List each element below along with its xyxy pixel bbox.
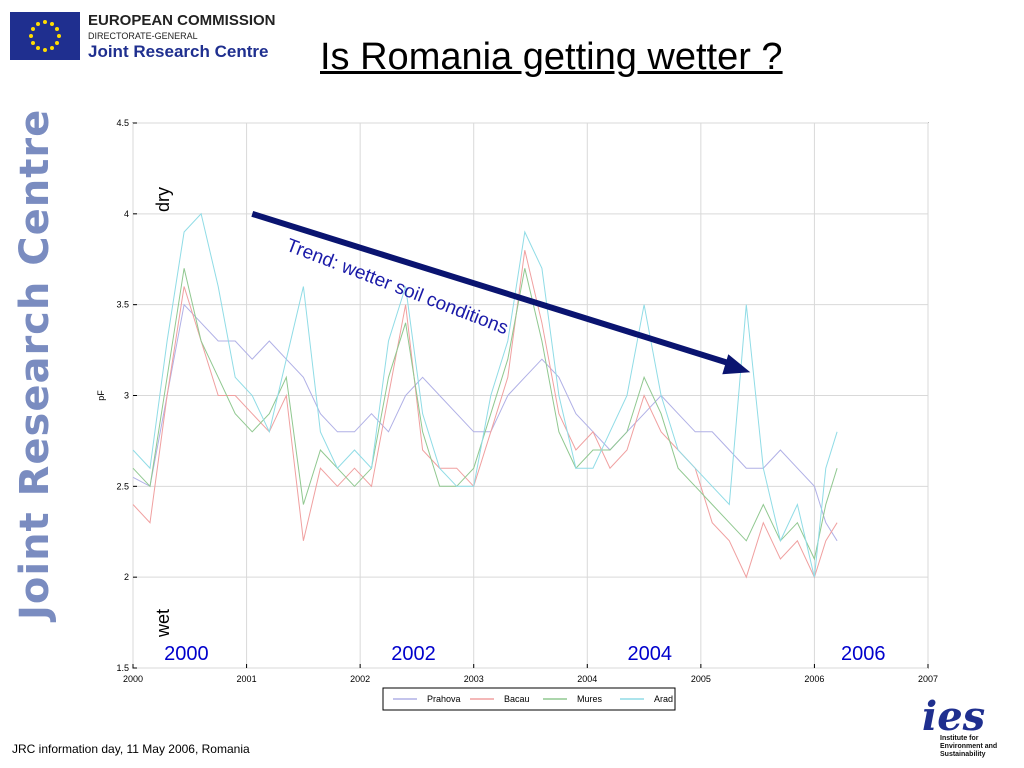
year-label: 2006 xyxy=(841,643,886,665)
trend-arrow-shaft xyxy=(251,210,734,368)
year-label: 2002 xyxy=(391,643,436,665)
wet-label: wet xyxy=(153,609,173,638)
x-tick-label: 2003 xyxy=(464,674,484,684)
legend-label: Prahova xyxy=(427,694,461,704)
y-tick-label: 1.5 xyxy=(116,663,129,673)
org-unit: Joint Research Centre xyxy=(88,42,269,61)
x-tick-label: 2005 xyxy=(691,674,711,684)
legend-label: Arad xyxy=(654,694,673,704)
eu-flag-icon xyxy=(10,12,80,60)
european-commission-logo: EUROPEAN COMMISSION DIRECTORATE-GENERAL … xyxy=(10,10,282,66)
year-label: 2004 xyxy=(628,643,673,665)
org-name: EUROPEAN COMMISSION xyxy=(88,12,276,29)
chart-legend: Prahova Bacau Mures Arad xyxy=(382,687,676,711)
footer-text: JRC information day, 11 May 2006, Romani… xyxy=(12,742,250,756)
y-tick-label: 2 xyxy=(124,572,129,582)
org-directorate: DIRECTORATE-GENERAL xyxy=(88,31,198,41)
trend-arrow-head xyxy=(722,354,751,375)
chart-series xyxy=(132,212,838,579)
ies-text: Institute for Environment and Sustainabi… xyxy=(940,735,998,758)
legend-label: Mures xyxy=(577,694,603,704)
x-tick-label: 2001 xyxy=(237,674,257,684)
y-tick-label: 3 xyxy=(124,391,129,401)
ies-mark: ies xyxy=(922,693,986,740)
y-axis-label: pF xyxy=(96,390,106,401)
dry-label: dry xyxy=(153,187,173,212)
y-tick-label: 2.5 xyxy=(116,481,129,491)
chart-axes: 2000 2001 2002 2003 2004 2005 2006 2007 1.5 2 2.5 3… xyxy=(96,118,938,684)
x-tick-label: 2004 xyxy=(577,674,597,684)
y-tick-label: 4.5 xyxy=(116,118,129,128)
y-tick-label: 3.5 xyxy=(116,300,129,310)
x-tick-label: 2002 xyxy=(350,674,370,684)
year-label: 2000 xyxy=(164,643,209,665)
legend-box xyxy=(382,687,676,711)
series-line-arad xyxy=(132,212,838,578)
series-line-mures xyxy=(132,268,838,561)
x-tick-label: 2000 xyxy=(123,674,143,684)
ies-logo: ies Institute for Environment and Sustai… xyxy=(918,693,1018,765)
x-tick-label: 2006 xyxy=(804,674,824,684)
legend-label: Bacau xyxy=(504,694,530,704)
y-tick-label: 4 xyxy=(124,209,129,219)
slide-title: Is Romania getting wetter ? xyxy=(320,36,783,78)
x-tick-label: 2007 xyxy=(918,674,938,684)
series-line-bacau xyxy=(132,250,838,579)
